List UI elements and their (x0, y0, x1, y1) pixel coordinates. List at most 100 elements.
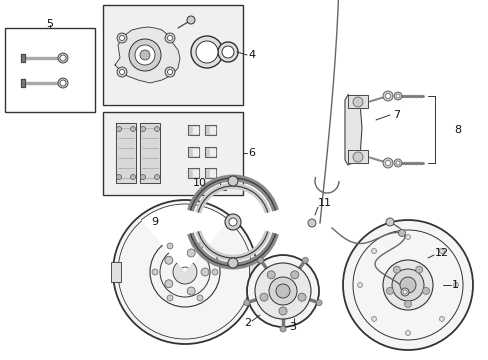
Polygon shape (187, 125, 198, 135)
Circle shape (404, 301, 411, 307)
Circle shape (244, 300, 249, 306)
Circle shape (154, 175, 159, 180)
Circle shape (393, 159, 401, 167)
Polygon shape (193, 127, 197, 133)
Circle shape (382, 260, 432, 310)
Text: 5: 5 (46, 19, 53, 29)
Circle shape (58, 53, 68, 63)
Polygon shape (204, 125, 215, 135)
Circle shape (268, 277, 296, 305)
Circle shape (391, 269, 423, 301)
Circle shape (152, 269, 158, 275)
Circle shape (117, 33, 127, 43)
Circle shape (400, 288, 408, 296)
Polygon shape (193, 149, 197, 155)
Circle shape (197, 243, 203, 249)
Circle shape (187, 287, 195, 295)
Circle shape (405, 234, 409, 239)
Bar (104, 113, 243, 194)
Circle shape (352, 152, 362, 162)
Circle shape (140, 126, 145, 131)
Text: 1: 1 (451, 280, 458, 290)
Polygon shape (204, 147, 215, 157)
Circle shape (116, 175, 121, 180)
Circle shape (113, 200, 257, 344)
Circle shape (290, 271, 298, 279)
Circle shape (260, 293, 267, 301)
Text: 3: 3 (289, 322, 296, 332)
Circle shape (191, 36, 223, 68)
Polygon shape (204, 168, 215, 178)
Circle shape (119, 36, 124, 41)
Polygon shape (115, 27, 180, 83)
Circle shape (60, 55, 66, 61)
Circle shape (173, 260, 197, 284)
Polygon shape (209, 170, 214, 176)
Polygon shape (21, 54, 25, 62)
Circle shape (218, 42, 238, 62)
Text: 2: 2 (244, 318, 251, 328)
Circle shape (186, 16, 195, 24)
Circle shape (187, 249, 195, 257)
Circle shape (279, 307, 286, 315)
Circle shape (316, 300, 322, 306)
Circle shape (382, 91, 392, 101)
Circle shape (385, 94, 390, 99)
Text: 8: 8 (453, 125, 461, 135)
Circle shape (227, 176, 238, 186)
Circle shape (357, 283, 362, 288)
Circle shape (398, 230, 405, 237)
Circle shape (393, 92, 401, 100)
Polygon shape (21, 79, 25, 87)
Wedge shape (141, 204, 228, 272)
Circle shape (224, 214, 241, 230)
Circle shape (140, 50, 150, 60)
Bar (103, 5, 243, 105)
Circle shape (129, 39, 161, 71)
Circle shape (371, 248, 376, 253)
Circle shape (197, 295, 203, 301)
Circle shape (164, 280, 172, 288)
Circle shape (371, 316, 376, 321)
Circle shape (307, 219, 315, 227)
Circle shape (212, 269, 218, 275)
Circle shape (130, 126, 135, 131)
Bar (103, 112, 243, 195)
Circle shape (167, 36, 172, 41)
Circle shape (439, 248, 444, 253)
Polygon shape (209, 149, 214, 155)
Polygon shape (345, 95, 361, 165)
Circle shape (392, 266, 400, 273)
Polygon shape (193, 170, 197, 176)
Text: 9: 9 (151, 217, 158, 227)
Bar (5, 28, 95, 112)
Circle shape (222, 46, 234, 58)
Circle shape (280, 326, 285, 332)
Circle shape (246, 255, 318, 327)
Circle shape (452, 283, 458, 288)
Circle shape (130, 175, 135, 180)
Circle shape (386, 287, 393, 294)
Circle shape (140, 175, 145, 180)
Polygon shape (209, 127, 214, 133)
Circle shape (228, 218, 237, 226)
Circle shape (154, 126, 159, 131)
Polygon shape (187, 147, 198, 157)
Circle shape (257, 257, 263, 263)
Circle shape (402, 290, 406, 294)
Circle shape (196, 41, 218, 63)
Text: 12: 12 (434, 248, 448, 258)
Circle shape (352, 97, 362, 107)
Circle shape (58, 78, 68, 88)
Circle shape (297, 293, 305, 301)
Circle shape (415, 266, 422, 273)
Circle shape (164, 256, 172, 264)
Polygon shape (347, 150, 367, 163)
Circle shape (60, 80, 66, 86)
Text: 10: 10 (193, 178, 206, 188)
Polygon shape (347, 95, 367, 108)
Polygon shape (25, 82, 61, 84)
Circle shape (385, 218, 393, 226)
Circle shape (167, 243, 173, 249)
Polygon shape (187, 168, 198, 178)
